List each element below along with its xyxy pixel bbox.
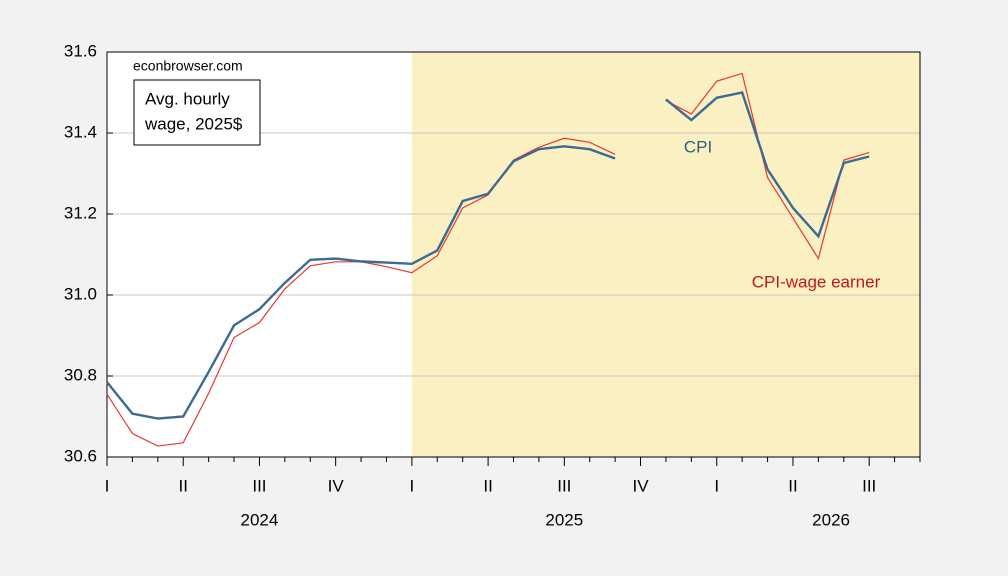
year-label: 2024 — [241, 510, 279, 529]
year-label: 2025 — [545, 510, 583, 529]
x-tick-label: II — [178, 476, 187, 495]
source-label: econbrowser.com — [133, 58, 243, 74]
y-tick-label: 31.0 — [64, 284, 97, 303]
x-tick-label: III — [557, 476, 571, 495]
y-tick-label: 31.4 — [64, 122, 97, 141]
x-tick-label: II — [483, 476, 492, 495]
year-label: 2026 — [812, 510, 850, 529]
y-tick-label: 30.6 — [64, 446, 97, 465]
series-label: CPI — [684, 137, 712, 156]
series-line — [106, 91, 870, 420]
annotation-box — [133, 79, 261, 146]
shaded-region — [411, 52, 920, 457]
x-tick-label: IV — [633, 476, 650, 495]
x-tick-label: III — [862, 476, 876, 495]
x-tick-label: I — [105, 476, 110, 495]
annotation-text: wage, 2025$ — [144, 114, 243, 133]
x-tick-label: I — [410, 476, 415, 495]
x-tick-label: I — [714, 476, 719, 495]
annotation-text: Avg. hourly — [145, 89, 230, 108]
y-tick-label: 31.6 — [64, 41, 97, 60]
x-tick-label: II — [788, 476, 797, 495]
x-tick-label: IV — [328, 476, 345, 495]
y-tick-label: 30.8 — [64, 365, 97, 384]
y-tick-label: 31.2 — [64, 203, 97, 222]
series-label: CPI-wage earner — [752, 272, 881, 291]
x-tick-label: III — [252, 476, 266, 495]
